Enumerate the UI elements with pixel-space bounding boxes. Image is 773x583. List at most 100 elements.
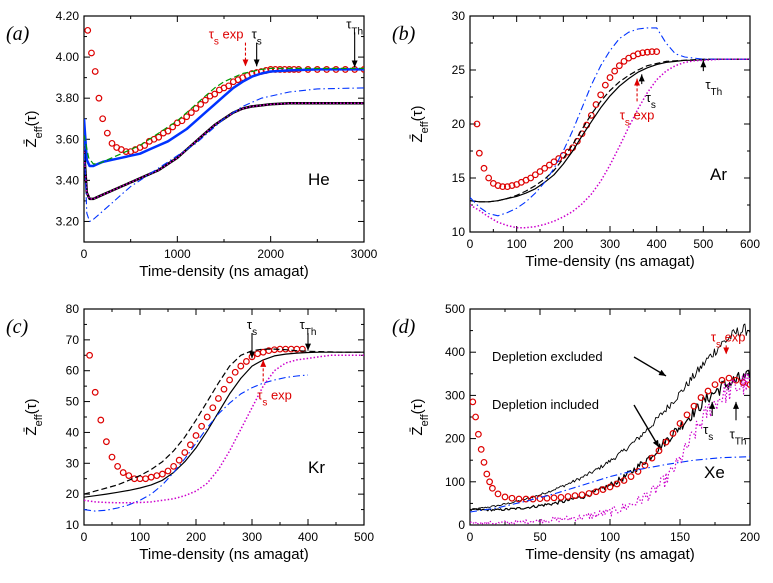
data-point [669, 430, 677, 437]
data-point [739, 379, 747, 386]
x-tick-label: 0 [467, 237, 474, 251]
data-point [494, 182, 502, 189]
x-tick-label: 200 [553, 237, 573, 251]
data-point [125, 472, 133, 480]
data-point [655, 447, 663, 455]
y-tick-label: 25 [452, 63, 466, 77]
plot-frame [83, 15, 365, 243]
data-point [531, 171, 539, 179]
data-point [155, 133, 163, 141]
series-black-dashed [470, 58, 750, 203]
data-point [545, 161, 553, 169]
data-point [91, 388, 99, 396]
y-tick-label: 500 [445, 302, 465, 316]
y-axis-label: Z̄eff(τ) [23, 398, 45, 435]
data-point [601, 81, 609, 89]
data-point [108, 453, 116, 461]
data-point [746, 381, 750, 388]
data-point [95, 94, 103, 102]
y-tick-label: 3.40 [56, 173, 80, 187]
x-axis-label: Time-density (ns amagat) [139, 546, 309, 563]
data-point [643, 48, 651, 56]
data-point [508, 494, 516, 502]
y-tick-label: 15 [452, 171, 466, 185]
data-point [627, 473, 635, 481]
annotation-label: τs [703, 422, 713, 443]
data-point [220, 385, 228, 393]
y-tick-label: 300 [445, 388, 465, 402]
data-point [99, 115, 107, 123]
y-tick-label: 400 [445, 345, 465, 359]
data-point [585, 490, 593, 497]
data-point [606, 483, 614, 491]
data-point [486, 478, 494, 486]
series-black-dashed [84, 348, 364, 495]
element-label: Ar [710, 165, 727, 184]
annotation-label: τs exp [620, 107, 655, 128]
x-tick-label: 100 [507, 237, 527, 251]
y-tick-label: 3.20 [56, 214, 80, 228]
panel-label: (b) [392, 23, 416, 45]
series-experiment [84, 26, 364, 156]
data-point [634, 50, 642, 58]
data-point [550, 494, 558, 502]
data-point [209, 404, 217, 412]
data-point [164, 127, 172, 135]
data-point [147, 473, 155, 481]
y-tick-label: 30 [66, 456, 80, 470]
y-tick-label: 70 [66, 333, 80, 347]
data-point [477, 446, 485, 453]
data-point [529, 495, 537, 503]
series-group [84, 345, 364, 512]
y-axis-label: Z̄eff(τ) [409, 398, 431, 435]
annotation-label: τs exp [257, 387, 292, 408]
data-point [485, 174, 493, 182]
x-tick-label: 1000 [164, 247, 191, 261]
x-axis-label: Time-density (ns amagat) [525, 253, 695, 270]
y-tick-label: 4.20 [56, 9, 80, 23]
data-point [198, 422, 206, 430]
y-tick-label: 20 [66, 487, 80, 501]
data-point [225, 82, 233, 90]
series-green-dashed [84, 67, 364, 165]
data-point [242, 358, 250, 365]
data-point [522, 495, 530, 503]
x-tick-label: 100 [130, 530, 150, 544]
data-point [648, 454, 656, 462]
data-point [470, 398, 477, 406]
data-point [475, 149, 483, 157]
data-point [201, 96, 209, 104]
x-tick-label: 2000 [257, 247, 284, 261]
data-point [475, 430, 482, 438]
data-point [527, 174, 535, 182]
data-point [557, 493, 565, 501]
panel-label: (c) [6, 316, 29, 338]
data-point [634, 468, 642, 475]
annotation-label: τTh [300, 317, 317, 338]
data-point [615, 62, 623, 70]
data-point [606, 74, 614, 81]
data-point [211, 90, 219, 98]
element-label: Kr [308, 458, 325, 477]
callout-arrow [633, 404, 660, 448]
x-tick-label: 600 [740, 237, 760, 251]
data-point [611, 67, 619, 75]
element-label: Xe [704, 463, 725, 482]
panel-label: (a) [6, 23, 30, 45]
x-tick-label: 50 [533, 530, 547, 544]
plot-frame [83, 308, 365, 526]
data-point [102, 438, 110, 446]
data-point [197, 100, 205, 108]
data-point [192, 105, 200, 112]
data-point [259, 348, 267, 356]
x-tick-label: 300 [242, 530, 262, 544]
data-point [725, 374, 733, 382]
y-tick-label: 20 [452, 117, 466, 131]
data-point [91, 68, 99, 75]
data-point [119, 469, 127, 476]
data-point [122, 148, 130, 156]
data-point [690, 402, 698, 410]
y-tick-label: 50 [66, 395, 80, 409]
x-tick-label: 300 [600, 237, 620, 251]
